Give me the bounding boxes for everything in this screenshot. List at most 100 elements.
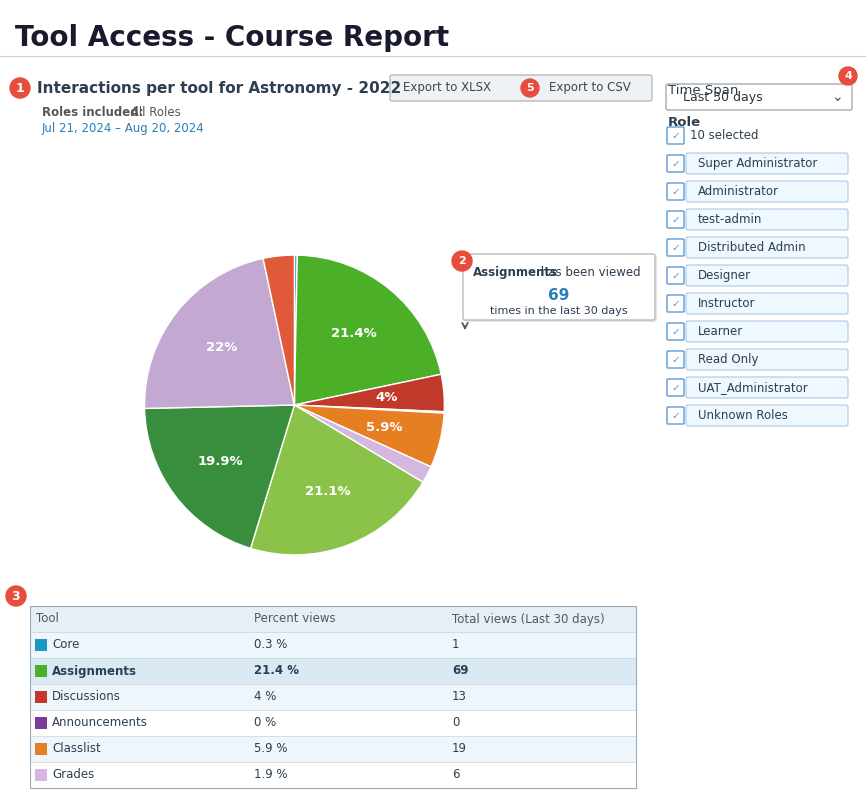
Text: Last 30 days: Last 30 days <box>683 90 763 103</box>
Text: Administrator: Administrator <box>698 185 779 198</box>
Text: Learner: Learner <box>698 325 743 338</box>
Text: ✓: ✓ <box>671 271 680 280</box>
Text: UAT_Administrator: UAT_Administrator <box>698 381 808 394</box>
FancyBboxPatch shape <box>465 256 657 322</box>
Text: 21.4%: 21.4% <box>331 327 377 340</box>
Bar <box>35 639 47 651</box>
FancyBboxPatch shape <box>667 295 684 312</box>
Text: ✓: ✓ <box>671 214 680 225</box>
Text: Distributed Admin: Distributed Admin <box>698 241 805 254</box>
Circle shape <box>521 79 539 97</box>
Text: ✓: ✓ <box>671 383 680 393</box>
Text: 5: 5 <box>527 83 533 93</box>
Text: ✓: ✓ <box>671 298 680 309</box>
Bar <box>35 743 47 755</box>
Text: 22%: 22% <box>206 341 237 354</box>
Text: 19.9%: 19.9% <box>197 455 243 467</box>
Text: ⌄: ⌄ <box>831 90 843 104</box>
Text: 4 %: 4 % <box>254 691 276 704</box>
Text: 2: 2 <box>458 256 466 266</box>
FancyBboxPatch shape <box>686 153 848 174</box>
Text: Super Administrator: Super Administrator <box>698 157 818 170</box>
Text: 3: 3 <box>11 589 20 603</box>
Text: ✓: ✓ <box>671 243 680 252</box>
Text: Percent views: Percent views <box>254 613 336 625</box>
Text: ✓: ✓ <box>671 355 680 364</box>
Text: Jul 21, 2024 – Aug 20, 2024: Jul 21, 2024 – Aug 20, 2024 <box>42 122 204 135</box>
Bar <box>30 606 636 632</box>
Text: 10 selected: 10 selected <box>690 129 759 142</box>
FancyBboxPatch shape <box>667 183 684 200</box>
Text: Classlist: Classlist <box>52 742 100 755</box>
Wedge shape <box>294 374 444 412</box>
Text: ✓: ✓ <box>671 159 680 168</box>
Text: Export to XLSX: Export to XLSX <box>403 81 491 94</box>
Text: Tool Access - Course Report: Tool Access - Course Report <box>15 24 449 52</box>
Text: 0: 0 <box>452 717 459 729</box>
Wedge shape <box>250 405 423 555</box>
Text: test-admin: test-admin <box>698 213 762 226</box>
Bar <box>30 684 636 710</box>
Text: Total views (Last 30 days): Total views (Last 30 days) <box>452 613 604 625</box>
Bar <box>30 658 636 684</box>
Wedge shape <box>263 255 294 405</box>
Text: 0.3 %: 0.3 % <box>254 638 288 651</box>
Bar <box>30 736 636 762</box>
Text: Core: Core <box>52 638 80 651</box>
Text: Interactions per tool for Astronomy - 2022: Interactions per tool for Astronomy - 20… <box>37 81 401 95</box>
Text: All Roles: All Roles <box>127 106 181 119</box>
Text: 21.4 %: 21.4 % <box>254 664 299 678</box>
FancyBboxPatch shape <box>667 155 684 172</box>
Text: 13: 13 <box>452 691 467 704</box>
FancyBboxPatch shape <box>667 323 684 340</box>
FancyBboxPatch shape <box>390 75 652 101</box>
FancyBboxPatch shape <box>686 293 848 314</box>
Text: ✓: ✓ <box>671 326 680 336</box>
Text: 4%: 4% <box>376 391 398 404</box>
Bar <box>35 691 47 703</box>
Text: Announcements: Announcements <box>52 717 148 729</box>
Text: 69: 69 <box>452 664 469 678</box>
Text: Time Span: Time Span <box>668 84 739 97</box>
Wedge shape <box>145 259 294 409</box>
Text: 4: 4 <box>844 71 852 81</box>
FancyBboxPatch shape <box>667 351 684 368</box>
Text: 69: 69 <box>548 288 570 303</box>
FancyBboxPatch shape <box>686 181 848 202</box>
Text: ✓: ✓ <box>671 131 680 140</box>
FancyBboxPatch shape <box>667 379 684 396</box>
Text: has been viewed: has been viewed <box>537 266 641 279</box>
Circle shape <box>452 251 472 271</box>
Bar <box>35 769 47 781</box>
Text: ✓: ✓ <box>671 186 680 197</box>
Text: 1: 1 <box>452 638 460 651</box>
Text: 1: 1 <box>16 81 24 94</box>
Wedge shape <box>294 405 431 482</box>
Text: 5.9%: 5.9% <box>366 421 403 434</box>
Wedge shape <box>294 405 444 413</box>
Text: Tool: Tool <box>36 613 59 625</box>
FancyBboxPatch shape <box>666 84 852 110</box>
Wedge shape <box>294 256 441 405</box>
Text: Read Only: Read Only <box>698 353 759 366</box>
Text: Assignments: Assignments <box>52 664 137 678</box>
FancyBboxPatch shape <box>667 267 684 284</box>
FancyBboxPatch shape <box>667 127 684 144</box>
FancyBboxPatch shape <box>686 349 848 370</box>
Circle shape <box>10 78 30 98</box>
Text: times in the last 30 days: times in the last 30 days <box>490 306 628 316</box>
Text: ✓: ✓ <box>671 410 680 421</box>
FancyBboxPatch shape <box>463 254 655 320</box>
Text: Role: Role <box>668 116 701 129</box>
Text: 6: 6 <box>452 768 460 782</box>
FancyBboxPatch shape <box>686 321 848 342</box>
Bar <box>35 717 47 729</box>
Bar <box>30 632 636 658</box>
FancyBboxPatch shape <box>686 237 848 258</box>
Text: 21.1%: 21.1% <box>305 485 351 498</box>
Text: Grades: Grades <box>52 768 94 782</box>
Text: Instructor: Instructor <box>698 297 755 310</box>
FancyBboxPatch shape <box>686 265 848 286</box>
FancyBboxPatch shape <box>667 239 684 256</box>
Text: Unknown Roles: Unknown Roles <box>698 409 788 422</box>
